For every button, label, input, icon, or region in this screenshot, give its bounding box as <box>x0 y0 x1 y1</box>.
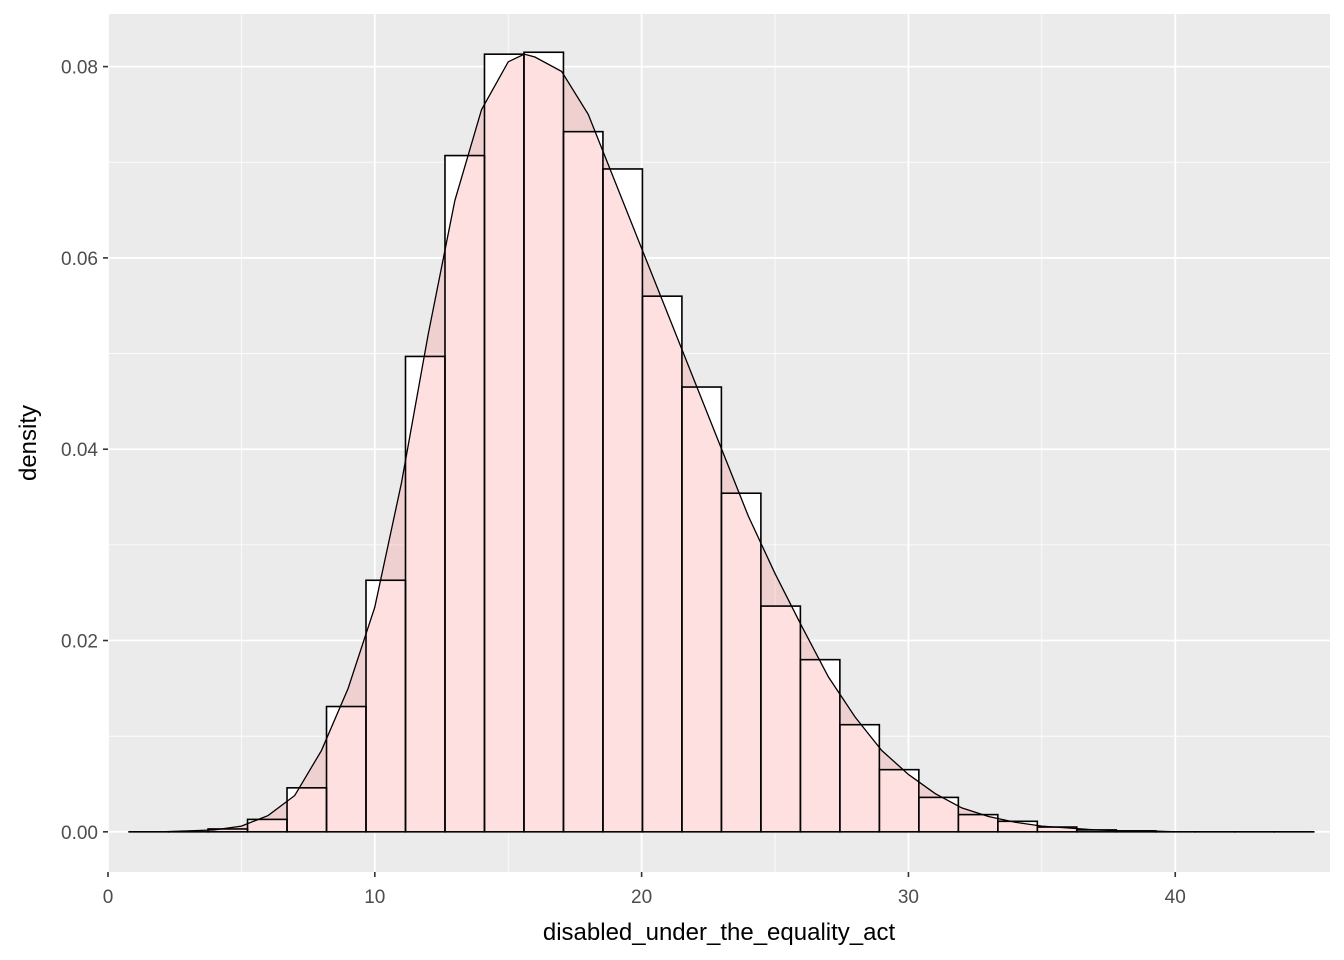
histogram-bar <box>958 814 998 832</box>
histogram-bar-outlines <box>128 51 1315 833</box>
histogram-bar <box>287 787 327 832</box>
histogram-bar <box>444 155 485 832</box>
histogram-bar <box>721 493 761 832</box>
histogram-bar <box>1076 829 1117 832</box>
histogram-bar <box>247 819 288 832</box>
histogram-bar <box>800 659 840 832</box>
x-tick-label: 20 <box>631 887 652 908</box>
y-tick-label: 0.00 <box>61 823 98 844</box>
histogram-bar <box>563 131 603 832</box>
histogram-bar <box>208 828 248 832</box>
y-axis-ticks: 0.00 0.02 0.04 0.06 0.08 <box>61 58 108 844</box>
y-tick-label: 0.08 <box>61 58 98 79</box>
x-axis-title: disabled_under_the_equality_act <box>543 919 896 946</box>
histogram-bar <box>366 580 406 832</box>
histogram-bar <box>1037 827 1077 832</box>
density-line <box>129 53 1309 833</box>
x-tick-label: 0 <box>103 887 114 908</box>
histogram-bar <box>523 52 564 832</box>
y-axis-title: density <box>15 405 42 481</box>
histogram-bar <box>839 724 880 832</box>
x-axis-ticks: 0 10 20 30 40 <box>103 872 1186 908</box>
y-tick-label: 0.02 <box>61 632 98 653</box>
x-tick-label: 40 <box>1165 887 1186 908</box>
histogram-bar-outline <box>1115 830 1157 833</box>
density-overlay <box>129 53 1309 833</box>
histogram-bar <box>602 168 643 832</box>
histogram-bar <box>326 706 367 832</box>
histogram-bar <box>879 769 919 832</box>
histogram-bar <box>484 54 524 832</box>
y-tick-label: 0.06 <box>61 249 98 270</box>
histogram-bar <box>760 606 801 832</box>
x-tick-label: 10 <box>364 887 385 908</box>
y-tick-label: 0.04 <box>61 440 98 461</box>
histogram-bar <box>405 356 445 832</box>
histogram-bar <box>681 387 722 832</box>
histogram-bar <box>997 821 1038 832</box>
histogram-bar <box>642 296 682 832</box>
histogram-bars <box>208 52 1156 832</box>
x-tick-label: 30 <box>898 887 919 908</box>
